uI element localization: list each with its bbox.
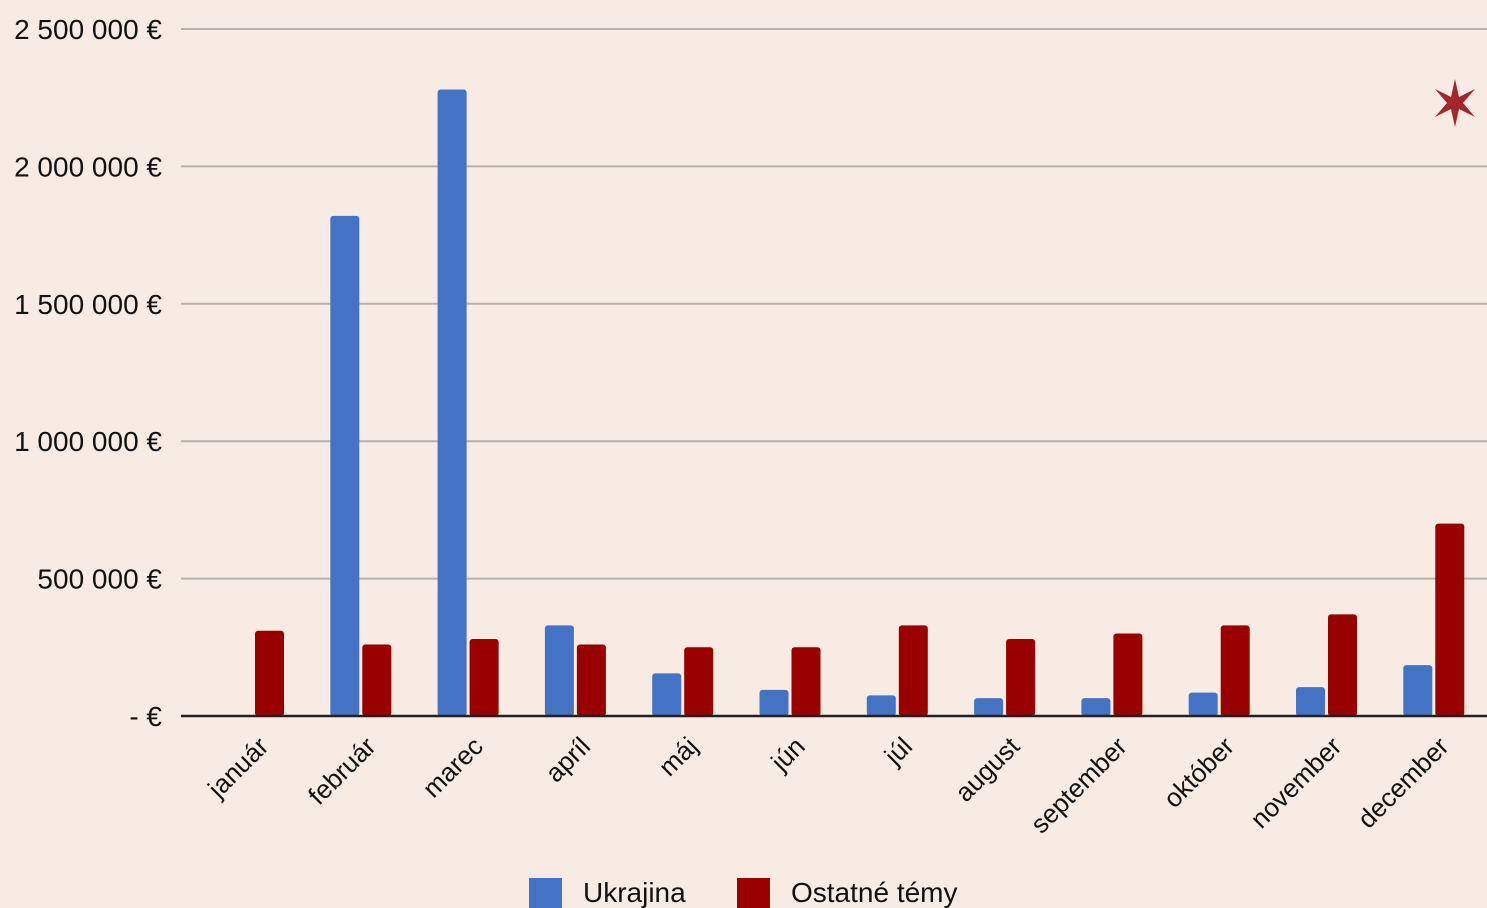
- bar-ukrajina: [1188, 692, 1218, 716]
- legend-label: Ostatné témy: [791, 877, 958, 908]
- bar-ukrajina: [759, 689, 789, 716]
- legend-swatch: [529, 878, 562, 908]
- bar-ukrajina: [544, 625, 574, 716]
- x-category-label: október: [1157, 731, 1240, 814]
- bar-ostatne-temy: [684, 647, 714, 716]
- y-axis-ticks: - € 500 000 € 1 000 000 € 1 500 000 € 2 000 …: [14, 14, 162, 732]
- x-category-label: júl: [878, 731, 918, 771]
- x-category-label: február: [302, 731, 382, 811]
- x-category-label: december: [1352, 731, 1455, 834]
- y-tick-label: 2 000 000 €: [14, 151, 162, 182]
- bar-ukrajina: [866, 695, 896, 716]
- bar-ostatne-temy: [898, 625, 928, 716]
- star-icon: [1435, 79, 1475, 127]
- bar-ostatne-temy: [255, 630, 284, 716]
- bar-ukrajina: [1296, 687, 1325, 716]
- bar-ukrajina: [1081, 698, 1111, 716]
- bar-ostatne-temy: [1328, 614, 1357, 716]
- x-category-label: marec: [417, 731, 489, 803]
- bar-ostatne-temy: [1435, 523, 1465, 716]
- x-category-label: september: [1025, 731, 1133, 839]
- bar-ostatne-temy: [1006, 639, 1036, 716]
- bar-ostatne-temy: [791, 647, 821, 716]
- x-category-label: november: [1244, 731, 1347, 834]
- y-tick-label: 2 500 000 €: [14, 14, 162, 45]
- x-category-label: január: [201, 731, 274, 804]
- y-tick-label: 1 500 000 €: [14, 289, 162, 320]
- bar-ukrajina: [1403, 665, 1433, 716]
- bar-ostatne-temy: [576, 644, 606, 716]
- x-category-label: máj: [653, 731, 704, 782]
- legend-swatch: [737, 878, 770, 908]
- x-axis-categories: január február marec apríl máj jún júl august se…: [201, 730, 1455, 839]
- bar-ukrajina: [437, 89, 467, 717]
- bar-ostatne-temy: [1113, 633, 1143, 716]
- x-category-label: august: [949, 730, 1026, 807]
- bar-ukrajina: [330, 215, 360, 716]
- legend-label: Ukrajina: [583, 877, 686, 908]
- bar-ostatne-temy: [362, 644, 392, 716]
- legend: Ukrajina Ostatné témy: [529, 877, 958, 908]
- gridlines: [181, 28, 1487, 580]
- y-tick-label: - €: [129, 701, 162, 732]
- bar-ostatne-temy: [469, 639, 499, 716]
- bar-ukrajina: [652, 673, 682, 716]
- x-category-label: jún: [764, 731, 810, 777]
- x-category-label: apríl: [539, 731, 596, 788]
- bar-ukrajina: [974, 698, 1004, 716]
- bar-ostatne-temy: [1220, 625, 1250, 716]
- bars: [255, 89, 1465, 717]
- y-tick-label: 1 000 000 €: [14, 426, 162, 457]
- y-tick-label: 500 000 €: [37, 564, 162, 595]
